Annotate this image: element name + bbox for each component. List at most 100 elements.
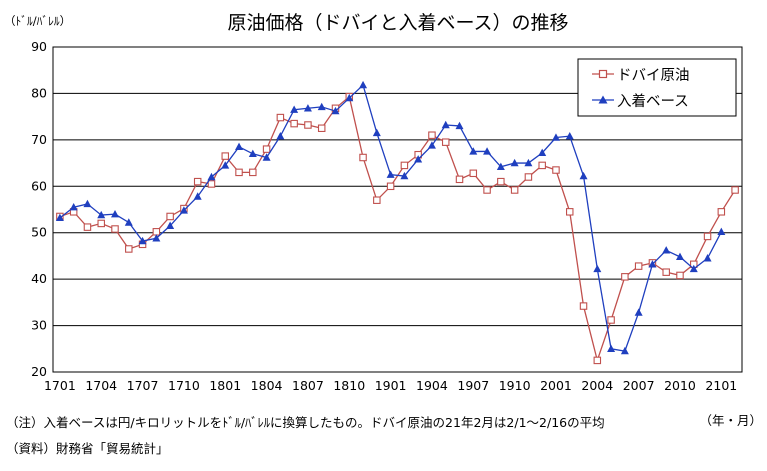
- data-point: [97, 219, 105, 228]
- series-line-1: [59, 83, 722, 352]
- data-point: [634, 308, 643, 316]
- legend-marker-landed: [598, 95, 608, 104]
- series-0: [56, 92, 739, 365]
- data-point: [703, 232, 712, 241]
- x-tick-label: 2001: [540, 378, 572, 393]
- data-point: [497, 177, 505, 186]
- data-point: [400, 161, 409, 170]
- data-point: [193, 192, 202, 200]
- data-point: [111, 209, 120, 218]
- y-tick-label: 90: [31, 39, 47, 54]
- data-point: [207, 180, 216, 188]
- x-tick-label: 1910: [499, 378, 531, 393]
- data-point: [373, 196, 381, 204]
- y-tick-label: 40: [31, 271, 47, 286]
- data-point: [538, 148, 547, 157]
- series-line-0: [59, 95, 736, 363]
- data-point: [469, 169, 478, 178]
- x-tick-label: 2007: [623, 378, 655, 393]
- data-point: [193, 177, 202, 186]
- gridlines: [53, 92, 742, 327]
- data-point: [317, 102, 326, 111]
- y-tick-label: 70: [31, 132, 47, 147]
- data-point: [455, 175, 464, 184]
- y-tick-label: 80: [31, 85, 47, 100]
- data-point: [262, 153, 271, 161]
- data-point: [290, 105, 299, 113]
- data-point: [703, 254, 712, 262]
- x-tick-label: 1704: [85, 378, 117, 393]
- data-point: [689, 264, 698, 273]
- data-point: [731, 186, 739, 194]
- data-point: [372, 128, 381, 137]
- data-point: [55, 213, 64, 222]
- x-tick-label: 1807: [292, 378, 324, 393]
- data-point: [152, 234, 161, 242]
- x-axis-label: （年・月）: [699, 413, 762, 428]
- data-point: [662, 268, 670, 276]
- x-tick-label: 1901: [375, 378, 407, 393]
- data-point: [179, 206, 188, 214]
- data-point: [607, 344, 616, 352]
- data-point: [579, 302, 588, 310]
- data-point: [166, 212, 174, 221]
- legend-label-dubai: ドバイ原油: [617, 67, 690, 84]
- x-tick-label: 1810: [333, 378, 365, 393]
- legend-label-landed: 入着ベース: [617, 93, 689, 110]
- data-point: [441, 120, 450, 129]
- data-point: [359, 80, 368, 89]
- data-point: [717, 227, 726, 235]
- data-point: [249, 168, 257, 177]
- data-point: [248, 149, 257, 157]
- data-point: [386, 182, 395, 191]
- data-point: [565, 208, 574, 216]
- data-point: [634, 262, 643, 270]
- data-point: [386, 170, 395, 178]
- data-point: [221, 152, 230, 160]
- data-point: [496, 162, 505, 170]
- data-point: [317, 124, 326, 133]
- data-point: [524, 173, 533, 181]
- data-point: [455, 121, 464, 130]
- data-point: [111, 225, 119, 233]
- data-point: [359, 153, 367, 162]
- data-point: [441, 138, 450, 146]
- x-tick-label: 1707: [127, 378, 159, 393]
- data-point: [621, 273, 629, 281]
- data-point: [69, 202, 78, 211]
- data-point: [510, 186, 519, 194]
- data-point: [166, 221, 175, 229]
- data-point: [483, 147, 492, 155]
- x-tick-label: 2004: [581, 378, 613, 393]
- data-point: [483, 186, 491, 194]
- x-tick-label: 2010: [664, 378, 696, 393]
- y-tick-label: 20: [31, 364, 47, 379]
- data-point: [207, 172, 216, 181]
- x-tick-label: 1710: [168, 378, 200, 393]
- y-tick-label: 30: [31, 318, 47, 333]
- source-note: （資料）財務省「貿易統計」: [6, 441, 169, 456]
- data-point: [235, 168, 243, 177]
- series-layer: [55, 80, 739, 365]
- data-point: [593, 264, 602, 273]
- plot-area: [52, 46, 743, 373]
- data-point: [648, 260, 657, 268]
- y-tick-label: 60: [31, 178, 47, 193]
- x-tick-label: 1701: [44, 378, 76, 393]
- data-point: [345, 93, 354, 102]
- data-point: [290, 119, 298, 128]
- data-point: [579, 171, 588, 180]
- data-point: [428, 131, 436, 139]
- x-tick-label: 1804: [251, 378, 283, 393]
- legend-marker-dubai: [598, 69, 608, 79]
- data-point: [221, 161, 230, 169]
- data-point: [276, 131, 285, 140]
- data-point: [414, 155, 423, 163]
- data-point: [538, 161, 546, 170]
- data-point: [662, 246, 671, 254]
- data-point: [552, 166, 560, 174]
- data-point: [125, 245, 133, 253]
- data-point: [303, 104, 312, 112]
